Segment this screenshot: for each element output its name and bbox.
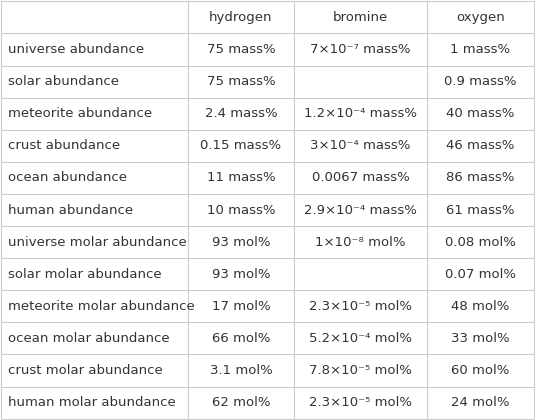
- Text: 48 mol%: 48 mol%: [451, 300, 509, 313]
- Text: 11 mass%: 11 mass%: [207, 171, 275, 184]
- Text: 75 mass%: 75 mass%: [207, 75, 275, 88]
- Text: 61 mass%: 61 mass%: [446, 204, 515, 216]
- Text: 1 mass%: 1 mass%: [450, 43, 510, 56]
- Text: 62 mol%: 62 mol%: [212, 396, 270, 409]
- Text: 3×10⁻⁴ mass%: 3×10⁻⁴ mass%: [310, 139, 411, 152]
- Text: 33 mol%: 33 mol%: [451, 332, 510, 345]
- Text: 46 mass%: 46 mass%: [446, 139, 515, 152]
- Text: 0.07 mol%: 0.07 mol%: [445, 268, 516, 281]
- Text: meteorite abundance: meteorite abundance: [8, 107, 152, 120]
- Text: 7×10⁻⁷ mass%: 7×10⁻⁷ mass%: [310, 43, 411, 56]
- Text: solar abundance: solar abundance: [8, 75, 119, 88]
- Text: 2.9×10⁻⁴ mass%: 2.9×10⁻⁴ mass%: [304, 204, 417, 216]
- Text: universe abundance: universe abundance: [8, 43, 144, 56]
- Text: 10 mass%: 10 mass%: [207, 204, 275, 216]
- Text: 93 mol%: 93 mol%: [212, 236, 270, 249]
- Text: 0.0067 mass%: 0.0067 mass%: [312, 171, 409, 184]
- Text: 93 mol%: 93 mol%: [212, 268, 270, 281]
- Text: 75 mass%: 75 mass%: [207, 43, 275, 56]
- Text: oxygen: oxygen: [456, 11, 505, 24]
- Text: universe molar abundance: universe molar abundance: [8, 236, 187, 249]
- Text: crust abundance: crust abundance: [8, 139, 120, 152]
- Text: human abundance: human abundance: [8, 204, 133, 216]
- Text: bromine: bromine: [333, 11, 388, 24]
- Text: 1×10⁻⁸ mol%: 1×10⁻⁸ mol%: [316, 236, 406, 249]
- Text: 7.8×10⁻⁵ mol%: 7.8×10⁻⁵ mol%: [309, 364, 412, 377]
- Text: 2.4 mass%: 2.4 mass%: [204, 107, 277, 120]
- Text: 66 mol%: 66 mol%: [212, 332, 270, 345]
- Text: hydrogen: hydrogen: [209, 11, 273, 24]
- Text: ocean molar abundance: ocean molar abundance: [8, 332, 170, 345]
- Text: 3.1 mol%: 3.1 mol%: [210, 364, 272, 377]
- Text: human molar abundance: human molar abundance: [8, 396, 175, 409]
- Text: solar molar abundance: solar molar abundance: [8, 268, 162, 281]
- Text: 1.2×10⁻⁴ mass%: 1.2×10⁻⁴ mass%: [304, 107, 417, 120]
- Text: ocean abundance: ocean abundance: [8, 171, 127, 184]
- Text: 86 mass%: 86 mass%: [446, 171, 515, 184]
- Text: 24 mol%: 24 mol%: [451, 396, 510, 409]
- Text: 2.3×10⁻⁵ mol%: 2.3×10⁻⁵ mol%: [309, 300, 412, 313]
- Text: meteorite molar abundance: meteorite molar abundance: [8, 300, 195, 313]
- Text: 0.15 mass%: 0.15 mass%: [200, 139, 281, 152]
- Text: 60 mol%: 60 mol%: [451, 364, 509, 377]
- Text: 2.3×10⁻⁵ mol%: 2.3×10⁻⁵ mol%: [309, 396, 412, 409]
- Text: 17 mol%: 17 mol%: [211, 300, 270, 313]
- Text: 40 mass%: 40 mass%: [446, 107, 515, 120]
- Text: crust molar abundance: crust molar abundance: [8, 364, 163, 377]
- Text: 5.2×10⁻⁴ mol%: 5.2×10⁻⁴ mol%: [309, 332, 412, 345]
- Text: 0.9 mass%: 0.9 mass%: [444, 75, 517, 88]
- Text: 0.08 mol%: 0.08 mol%: [445, 236, 516, 249]
